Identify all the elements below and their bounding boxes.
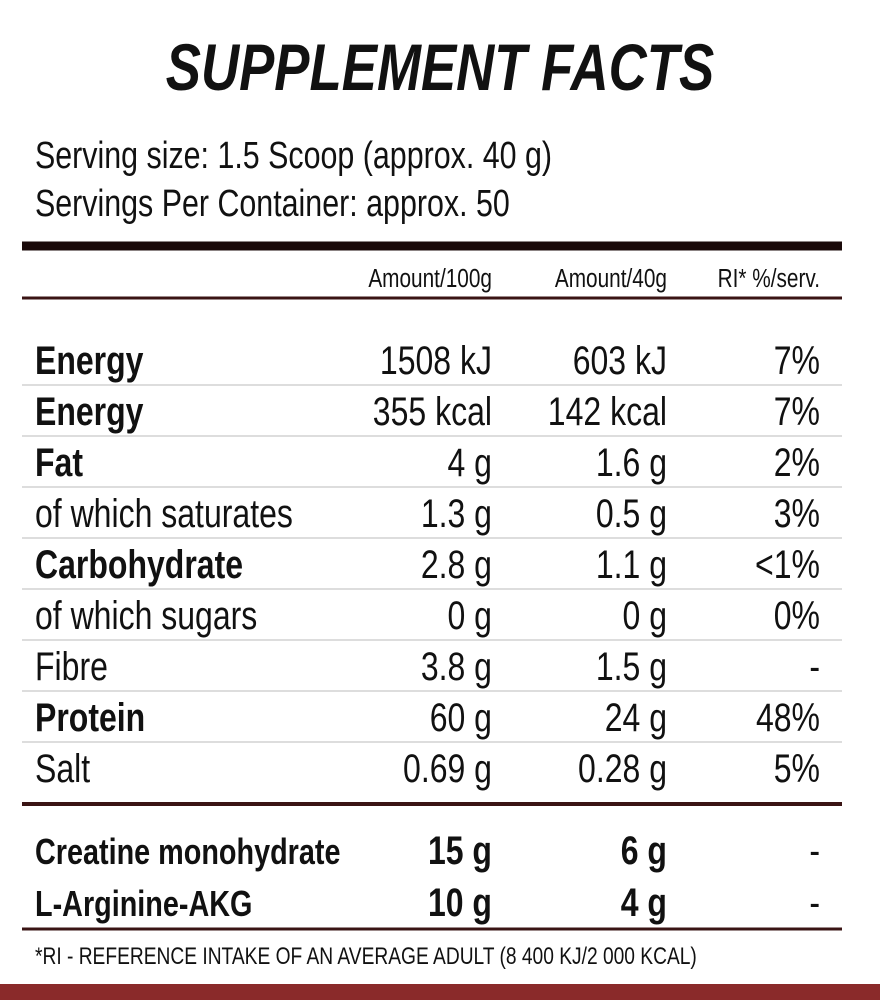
- ingredient-value: 4 g: [621, 880, 667, 925]
- nutrient-value: 1508 kJ: [380, 338, 492, 383]
- bottom-band: [0, 984, 880, 1000]
- nutrient-label: Energy: [35, 389, 143, 434]
- nutrient-value: 2.8 g: [421, 542, 492, 587]
- nutrient-value: 1.5 g: [596, 644, 667, 689]
- row-separators: [22, 384, 842, 743]
- nutrient-value: -: [809, 644, 820, 689]
- ingredient-label: Creatine monohydrate: [35, 831, 340, 872]
- nutrient-value: 1.3 g: [421, 491, 492, 536]
- ingredient-value: 6 g: [621, 828, 667, 873]
- nutrient-label: of which sugars: [35, 593, 257, 638]
- nutrient-value: 3.8 g: [421, 644, 492, 689]
- nutrient-label: Protein: [35, 695, 145, 740]
- ingredient-value: 15 g: [428, 828, 492, 873]
- column-header: Amount/40g: [555, 264, 667, 293]
- nutrient-label: of which saturates: [35, 491, 293, 536]
- nutrient-value: 0 g: [623, 593, 667, 638]
- nutrient-value: 0.28 g: [578, 746, 667, 791]
- nutrient-value: 4 g: [448, 440, 492, 485]
- footnote: *RI - REFERENCE INTAKE OF AN AVERAGE ADU…: [35, 942, 697, 970]
- column-header: RI* %/serv.: [718, 264, 820, 293]
- nutrient-value: 48%: [756, 695, 820, 740]
- nutrient-value: 5%: [774, 746, 820, 791]
- nutrient-value: 1.6 g: [596, 440, 667, 485]
- ingredient-value: 10 g: [428, 880, 492, 925]
- nutrient-value: 24 g: [605, 695, 667, 740]
- ingredient-label: L-Arginine-AKG: [35, 883, 252, 924]
- ingredient-value: -: [809, 828, 820, 873]
- text-layer: SUPPLEMENT FACTS Serving size: 1.5 Scoop …: [35, 30, 820, 969]
- nutrient-value: 7%: [774, 389, 820, 434]
- nutrient-value: <1%: [755, 542, 820, 587]
- nutrient-value: 0.5 g: [596, 491, 667, 536]
- ingredient-value: -: [809, 880, 820, 925]
- nutrient-label: Energy: [35, 338, 143, 383]
- nutrient-label: Fat: [35, 440, 83, 485]
- column-header: Amount/100g: [368, 264, 492, 293]
- title: SUPPLEMENT FACTS: [166, 30, 715, 104]
- nutrient-value: 603 kJ: [573, 338, 667, 383]
- nutrient-value: 1.1 g: [596, 542, 667, 587]
- nutrient-label: Fibre: [35, 644, 108, 689]
- serving-size: Serving size: 1.5 Scoop (approx. 40 g): [35, 135, 552, 177]
- nutrient-value: 142 kcal: [548, 389, 667, 434]
- nutrient-value: 60 g: [430, 695, 492, 740]
- nutrient-value: 355 kcal: [373, 389, 492, 434]
- nutrient-label: Carbohydrate: [35, 542, 243, 587]
- nutrient-value: 0.69 g: [403, 746, 492, 791]
- nutrient-label: Salt: [35, 746, 90, 791]
- servings-per-container: Servings Per Container: approx. 50: [35, 183, 510, 225]
- nutrient-value: 2%: [774, 440, 820, 485]
- nutrient-value: 0 g: [448, 593, 492, 638]
- nutrient-value: 0%: [774, 593, 820, 638]
- nutrient-value: 3%: [774, 491, 820, 536]
- nutrient-value: 7%: [774, 338, 820, 383]
